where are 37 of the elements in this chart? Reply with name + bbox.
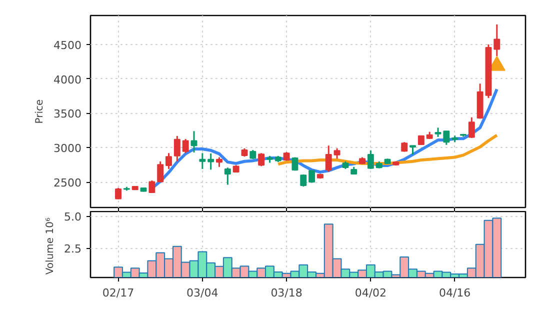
candlestick xyxy=(434,126,442,138)
x-tick-label: 04/02 xyxy=(354,286,387,300)
y-tick-label: 3500 xyxy=(54,108,82,121)
candlestick xyxy=(115,187,122,200)
y-tick-label: 4500 xyxy=(54,38,82,52)
candlestick xyxy=(334,148,340,160)
candlestick xyxy=(308,170,316,184)
x-tick-label: 04/16 xyxy=(438,286,471,300)
candlestick xyxy=(468,116,475,139)
candlestick xyxy=(443,130,450,146)
y-tick-label: 2500 xyxy=(54,176,82,190)
candlestick xyxy=(418,135,424,146)
y-tick-label: 2.5 xyxy=(64,242,82,256)
candlestick xyxy=(166,152,172,170)
candlestick xyxy=(216,156,222,168)
y-tick-label: 4000 xyxy=(54,73,82,86)
candlestick xyxy=(367,150,374,170)
x-tick-label: 03/18 xyxy=(270,286,302,300)
candlestick xyxy=(174,135,180,162)
candlestick xyxy=(208,152,214,170)
candlestick xyxy=(325,144,332,172)
candlestick xyxy=(199,152,206,170)
candlestick xyxy=(224,166,231,186)
x-tick-label: 02/17 xyxy=(102,286,134,300)
y-axis-title: Price xyxy=(34,99,46,124)
y-tick-label: 3000 xyxy=(54,142,82,156)
candlestick xyxy=(190,130,198,154)
candlestick xyxy=(401,141,408,153)
candlestick xyxy=(182,138,189,154)
candlestick xyxy=(148,180,156,194)
candlestick xyxy=(300,174,307,188)
candlestick xyxy=(258,152,265,167)
y-tick-label: 5.0 xyxy=(64,210,82,224)
x-tick-label: 03/04 xyxy=(186,286,218,300)
candlestick xyxy=(494,24,500,57)
y-axis-title: Volume 10⁶ xyxy=(45,218,56,275)
candlestick xyxy=(157,160,164,183)
